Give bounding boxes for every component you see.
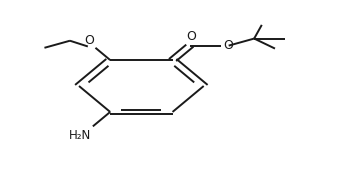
Text: O: O [223, 39, 233, 52]
Text: H₂N: H₂N [69, 129, 91, 142]
Text: O: O [187, 30, 196, 44]
Text: O: O [84, 34, 94, 47]
